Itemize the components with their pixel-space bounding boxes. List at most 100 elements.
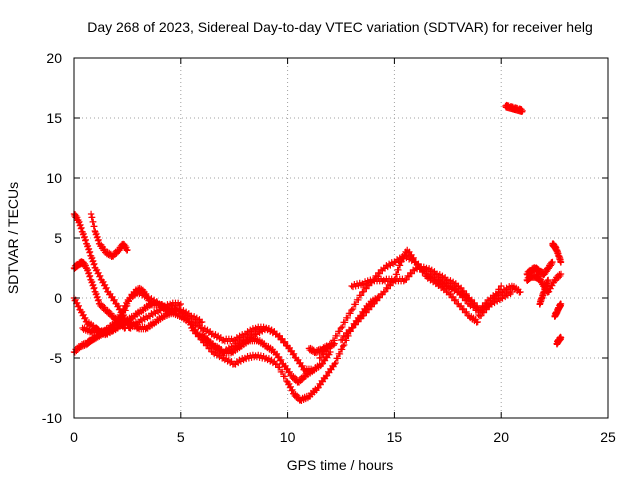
data-point-interp <box>473 307 481 314</box>
data-point-interp <box>468 298 476 305</box>
data-point-interp <box>123 302 131 310</box>
data-point <box>517 288 524 296</box>
y-tick-label: 5 <box>54 230 62 246</box>
series-arc5 <box>70 258 129 332</box>
series-arc15 <box>305 339 338 357</box>
data-point-interp <box>355 296 362 304</box>
data-point <box>339 342 347 350</box>
data-point <box>519 107 526 114</box>
series-arc18 <box>523 270 565 296</box>
data-point-interp <box>410 254 417 261</box>
data-point-interp <box>330 341 337 349</box>
x-tick-label: 10 <box>280 429 296 445</box>
data-point-interp <box>349 305 357 313</box>
data-point-interp <box>281 338 289 345</box>
data-point-interp <box>339 323 346 331</box>
data-point <box>465 294 473 302</box>
x-tick-label: 15 <box>387 429 403 445</box>
data-point <box>508 288 516 296</box>
data-point <box>122 324 129 332</box>
data-point-interp <box>277 356 285 363</box>
data-point-interp <box>334 355 341 362</box>
series-arc10 <box>177 306 291 350</box>
series-arc4 <box>87 210 131 260</box>
data-point-interp <box>491 295 498 302</box>
data-point-interp <box>120 311 128 319</box>
data-point <box>557 300 565 308</box>
series-arc9 <box>198 324 317 375</box>
data-point <box>487 300 494 308</box>
data-point-interp <box>338 346 346 353</box>
data-point <box>544 276 552 284</box>
data-point-interp <box>82 314 89 321</box>
data-point-interp <box>463 308 470 315</box>
data-point-interp <box>283 377 290 385</box>
y-tick-label: 15 <box>46 110 62 126</box>
data-point-interp <box>299 362 306 369</box>
data-point <box>284 342 291 350</box>
data-point-interp <box>332 359 339 367</box>
data-point-interp <box>344 314 351 322</box>
data-point-interp <box>290 350 298 357</box>
grid-lines <box>74 58 608 418</box>
data-point <box>557 270 565 278</box>
data-point-interp <box>101 245 108 253</box>
data-point-interp <box>341 341 348 349</box>
y-tick-label: -10 <box>42 410 62 426</box>
series-arc17 <box>523 258 556 279</box>
x-axis-ticks: 0 5 10 15 20 25 <box>70 58 616 445</box>
data-point-interp <box>452 296 460 303</box>
data-point-interp <box>347 310 354 317</box>
y-tick-label: 20 <box>46 50 62 66</box>
data-point <box>331 340 338 347</box>
data-point-interp <box>308 368 316 375</box>
data-point <box>119 312 127 320</box>
y-tick-label: 0 <box>54 290 62 306</box>
data-point <box>273 360 281 368</box>
series-arc16 <box>502 101 526 116</box>
data-point <box>177 300 184 308</box>
y-axis-label: SDTVAR / TECUs <box>5 182 21 294</box>
data-point-interp <box>75 302 83 309</box>
chart-title: Day 268 of 2023, Sidereal Day-to-day VTE… <box>87 19 593 35</box>
data-point-interp <box>341 319 349 326</box>
data-point-interp <box>396 262 404 269</box>
series-arc22 <box>553 333 565 348</box>
data-point <box>124 246 131 254</box>
data-point-interp <box>352 301 359 308</box>
data-point <box>331 360 338 368</box>
data-point <box>557 334 565 341</box>
series-arc14 <box>433 276 505 320</box>
data-point-interp <box>357 292 365 299</box>
x-tick-label: 20 <box>493 429 509 445</box>
y-axis-ticks: -10 -5 0 5 10 15 20 <box>42 50 608 426</box>
x-axis-label: GPS time / hours <box>287 457 394 473</box>
data-point-interp <box>206 338 214 345</box>
data-point <box>310 366 317 374</box>
data-point-interp <box>395 266 402 274</box>
data-point-interp <box>103 284 110 291</box>
data-point-interp <box>96 272 104 279</box>
data-point-interp <box>111 296 118 303</box>
data-point-interp <box>122 307 129 314</box>
data-point <box>557 258 565 266</box>
data-point-interp <box>176 302 183 309</box>
data-point-interp <box>125 298 132 305</box>
series-arc21 <box>551 300 565 320</box>
data-point-interp <box>185 314 193 321</box>
data-point-interp <box>286 368 293 375</box>
data-point <box>498 282 505 290</box>
series-arc19 <box>536 276 552 308</box>
x-tick-label: 5 <box>177 429 185 445</box>
data-point <box>474 318 481 326</box>
data-point-interp <box>336 350 344 358</box>
series-arc20 <box>549 240 565 266</box>
data-point-interp <box>333 332 341 340</box>
y-tick-label: -5 <box>50 350 63 366</box>
data-point-interp <box>471 302 478 309</box>
data-point-interp <box>493 290 501 298</box>
x-tick-label: 25 <box>600 429 616 445</box>
data-point-interp <box>496 286 504 293</box>
data-point <box>549 258 556 266</box>
